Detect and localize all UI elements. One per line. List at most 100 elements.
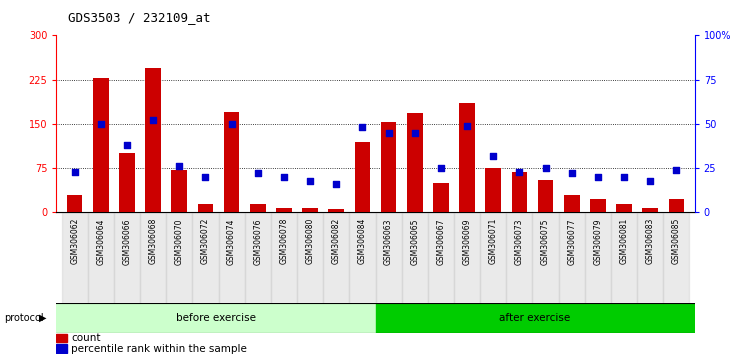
Text: GSM306080: GSM306080 bbox=[306, 218, 315, 264]
Bar bbox=[354, 142, 370, 212]
Text: GSM306070: GSM306070 bbox=[175, 218, 184, 264]
Text: GSM306065: GSM306065 bbox=[410, 218, 419, 264]
Point bbox=[95, 121, 107, 127]
Bar bbox=[93, 78, 109, 212]
Point bbox=[357, 125, 369, 130]
Bar bbox=[511, 172, 527, 212]
Bar bbox=[559, 212, 585, 326]
Text: ▶: ▶ bbox=[39, 313, 47, 323]
Bar bbox=[663, 212, 689, 326]
Bar bbox=[590, 199, 606, 212]
Text: GSM306083: GSM306083 bbox=[646, 218, 655, 264]
Bar bbox=[140, 212, 166, 326]
Text: GSM306079: GSM306079 bbox=[593, 218, 602, 264]
Text: GSM306084: GSM306084 bbox=[358, 218, 367, 264]
Text: GSM306071: GSM306071 bbox=[489, 218, 498, 264]
Text: GSM306075: GSM306075 bbox=[541, 218, 550, 264]
Bar bbox=[67, 195, 83, 212]
Bar bbox=[198, 204, 213, 212]
Bar bbox=[428, 212, 454, 326]
Text: GSM306082: GSM306082 bbox=[332, 218, 341, 264]
Point bbox=[121, 142, 133, 148]
Bar bbox=[192, 212, 219, 326]
Text: GSM306078: GSM306078 bbox=[279, 218, 288, 264]
Bar bbox=[402, 212, 428, 326]
Bar bbox=[564, 195, 580, 212]
Text: count: count bbox=[71, 333, 101, 343]
Text: GSM306072: GSM306072 bbox=[201, 218, 210, 264]
Bar bbox=[611, 212, 637, 326]
Point bbox=[487, 153, 499, 159]
Point bbox=[68, 169, 80, 175]
Bar bbox=[585, 212, 611, 326]
Bar bbox=[376, 303, 695, 333]
Bar bbox=[637, 212, 663, 326]
Point bbox=[330, 181, 342, 187]
Bar bbox=[56, 303, 376, 333]
Bar bbox=[616, 204, 632, 212]
Text: percentile rank within the sample: percentile rank within the sample bbox=[71, 344, 247, 354]
Point bbox=[147, 118, 159, 123]
Text: protocol: protocol bbox=[4, 313, 44, 323]
Text: GSM306081: GSM306081 bbox=[620, 218, 629, 264]
Text: GSM306064: GSM306064 bbox=[96, 218, 105, 264]
Point bbox=[461, 123, 473, 129]
Bar bbox=[459, 103, 475, 212]
Bar bbox=[532, 212, 559, 326]
Point bbox=[514, 169, 526, 175]
Text: GSM306074: GSM306074 bbox=[227, 218, 236, 264]
Bar bbox=[381, 122, 397, 212]
Text: GSM306077: GSM306077 bbox=[567, 218, 576, 264]
Text: GSM306068: GSM306068 bbox=[149, 218, 158, 264]
Bar bbox=[271, 212, 297, 326]
Text: GSM306073: GSM306073 bbox=[515, 218, 524, 264]
Point bbox=[278, 174, 290, 180]
Point bbox=[435, 165, 447, 171]
Point bbox=[539, 165, 551, 171]
Bar bbox=[668, 199, 684, 212]
Bar bbox=[407, 113, 423, 212]
Text: before exercise: before exercise bbox=[176, 313, 256, 323]
Text: after exercise: after exercise bbox=[499, 313, 571, 323]
Bar bbox=[506, 212, 532, 326]
Text: GSM306062: GSM306062 bbox=[70, 218, 79, 264]
Bar bbox=[538, 180, 553, 212]
Point bbox=[252, 171, 264, 176]
Point bbox=[566, 171, 578, 176]
Point bbox=[173, 164, 185, 169]
Point bbox=[382, 130, 394, 136]
Bar bbox=[166, 212, 192, 326]
Bar bbox=[454, 212, 480, 326]
Point bbox=[618, 174, 630, 180]
Bar bbox=[219, 212, 245, 326]
Bar bbox=[297, 212, 323, 326]
Bar bbox=[250, 204, 266, 212]
Point bbox=[225, 121, 237, 127]
Bar bbox=[323, 212, 349, 326]
Bar bbox=[145, 68, 161, 212]
Bar bbox=[62, 212, 88, 326]
Bar bbox=[276, 208, 292, 212]
Bar bbox=[56, 344, 67, 353]
Text: GSM306063: GSM306063 bbox=[384, 218, 393, 264]
Bar bbox=[485, 168, 501, 212]
Bar bbox=[376, 212, 402, 326]
Bar bbox=[119, 153, 135, 212]
Bar bbox=[642, 208, 658, 212]
Bar bbox=[88, 212, 114, 326]
Point bbox=[671, 167, 683, 173]
Text: GSM306076: GSM306076 bbox=[253, 218, 262, 264]
Bar bbox=[171, 170, 187, 212]
Bar bbox=[328, 210, 344, 212]
Text: GSM306066: GSM306066 bbox=[122, 218, 131, 264]
Bar bbox=[245, 212, 271, 326]
Point bbox=[409, 130, 421, 136]
Point bbox=[200, 174, 212, 180]
Bar bbox=[349, 212, 376, 326]
Text: GSM306069: GSM306069 bbox=[463, 218, 472, 264]
Bar bbox=[480, 212, 506, 326]
Text: GSM306085: GSM306085 bbox=[672, 218, 681, 264]
Bar bbox=[56, 334, 67, 342]
Point bbox=[592, 174, 604, 180]
Point bbox=[304, 178, 316, 183]
